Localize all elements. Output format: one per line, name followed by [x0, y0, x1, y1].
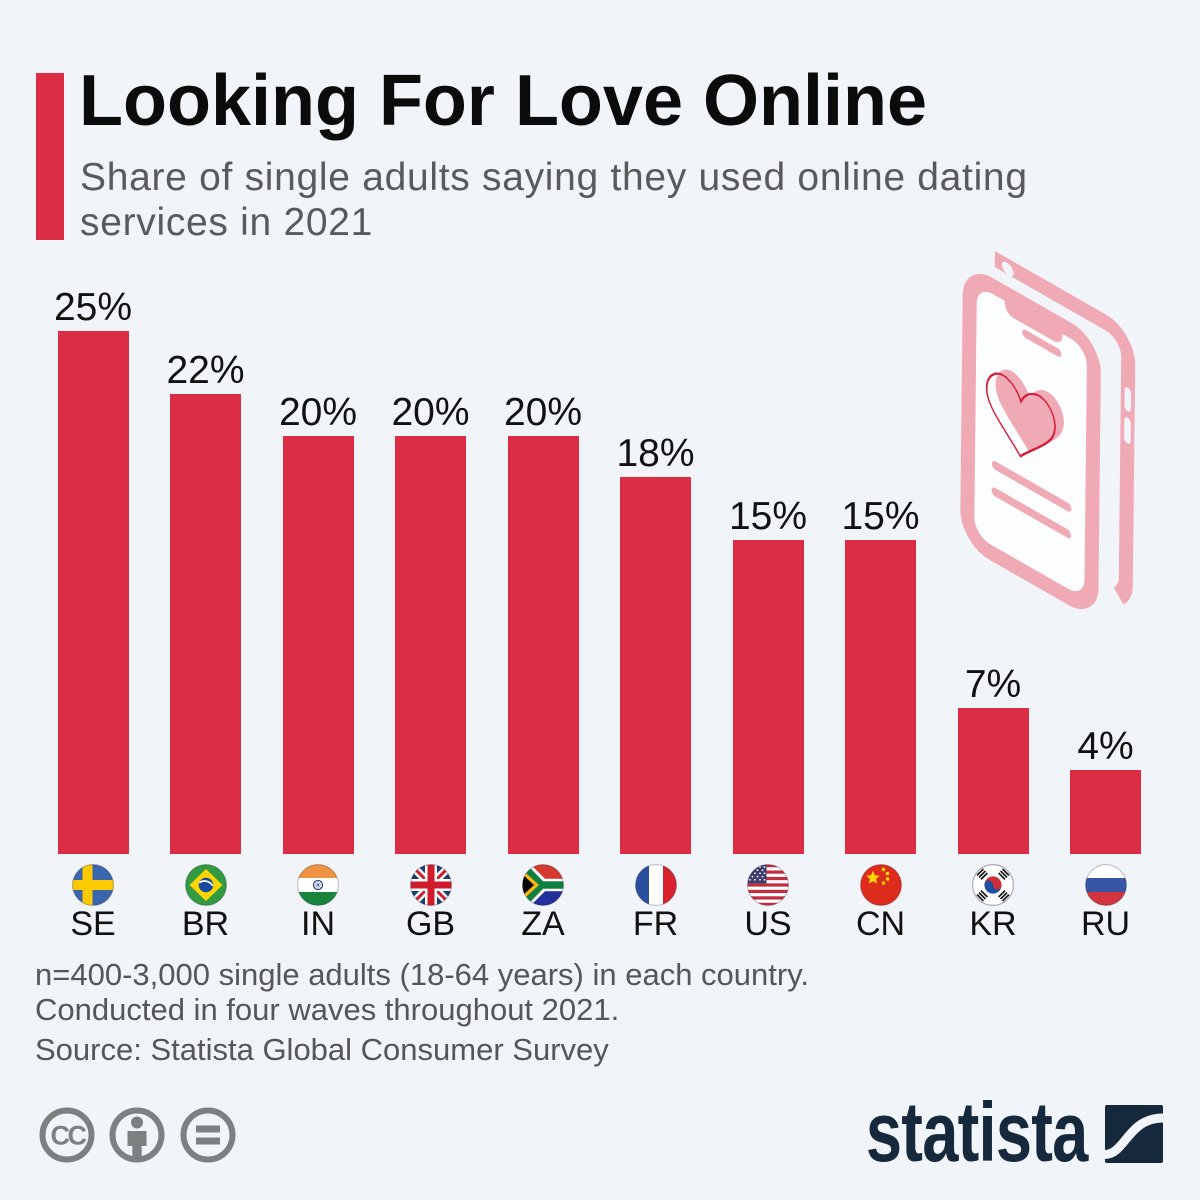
svg-text:CC: CC: [51, 1121, 87, 1151]
svg-text:statista: statista: [866, 1100, 1090, 1170]
